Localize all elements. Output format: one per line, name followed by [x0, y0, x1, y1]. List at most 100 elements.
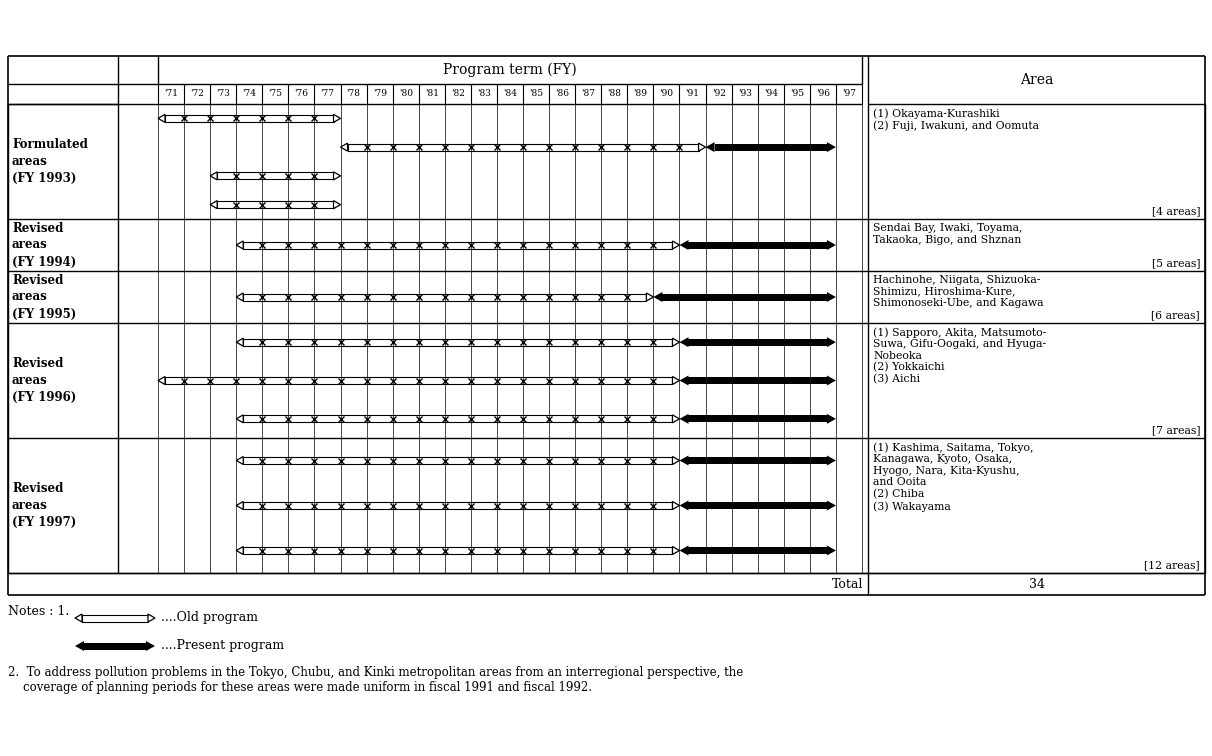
Text: Hachinohe, Niigata, Shizuoka-
Shimizu, Hiroshima-Kure,
Shimonoseki-Ube, and Kaga: Hachinohe, Niigata, Shizuoka- Shimizu, H… [873, 275, 1044, 308]
Polygon shape [333, 172, 341, 180]
Text: '96: '96 [816, 89, 830, 98]
Text: '92: '92 [711, 89, 726, 98]
Text: Notes : 1.: Notes : 1. [8, 605, 69, 618]
Polygon shape [653, 292, 663, 302]
Text: Program term (FY): Program term (FY) [444, 63, 577, 77]
FancyBboxPatch shape [244, 502, 673, 509]
Text: '82: '82 [451, 89, 464, 98]
Text: [4 areas]: [4 areas] [1151, 206, 1200, 216]
FancyBboxPatch shape [165, 115, 333, 122]
Bar [688, 502, 827, 509]
Text: '94: '94 [764, 89, 778, 98]
Bar [688, 457, 827, 464]
Text: '93: '93 [738, 89, 751, 98]
Text: '97: '97 [842, 89, 856, 98]
Polygon shape [236, 547, 244, 554]
Polygon shape [673, 415, 680, 423]
Text: Sendai Bay, Iwaki, Toyama,
Takaoka, Bigo, and Shznan: Sendai Bay, Iwaki, Toyama, Takaoka, Bigo… [873, 223, 1023, 245]
Text: '95: '95 [790, 89, 804, 98]
Text: [6 areas]: [6 areas] [1151, 310, 1200, 320]
Text: 34: 34 [1029, 578, 1045, 590]
Polygon shape [680, 337, 688, 347]
Text: 2.  To address pollution problems in the Tokyo, Chubu, and Kinki metropolitan ar: 2. To address pollution problems in the … [8, 666, 743, 694]
Text: Revised
areas
(FY 1994): Revised areas (FY 1994) [12, 222, 76, 268]
Polygon shape [148, 614, 155, 622]
Text: Revised
areas
(FY 1996): Revised areas (FY 1996) [12, 357, 76, 404]
Polygon shape [680, 500, 688, 510]
Polygon shape [673, 547, 680, 554]
Text: '84: '84 [503, 89, 518, 98]
Text: '76: '76 [295, 89, 308, 98]
Polygon shape [145, 641, 155, 651]
Polygon shape [333, 114, 341, 122]
Polygon shape [673, 501, 680, 510]
Polygon shape [680, 546, 688, 556]
Text: Revised
areas
(FY 1997): Revised areas (FY 1997) [12, 482, 76, 529]
Polygon shape [236, 241, 244, 249]
FancyBboxPatch shape [244, 293, 646, 300]
Text: [12 areas]: [12 areas] [1144, 560, 1200, 570]
Polygon shape [827, 292, 836, 302]
Polygon shape [680, 414, 688, 424]
FancyBboxPatch shape [165, 377, 673, 384]
Polygon shape [827, 142, 836, 152]
Polygon shape [333, 200, 341, 209]
Text: Revised
areas
(FY 1995): Revised areas (FY 1995) [12, 274, 76, 321]
Text: '73: '73 [216, 89, 230, 98]
Text: '78: '78 [347, 89, 360, 98]
Text: '72: '72 [190, 89, 204, 98]
Text: '79: '79 [372, 89, 387, 98]
Polygon shape [827, 546, 836, 556]
Bar [663, 293, 827, 300]
Text: '86: '86 [555, 89, 570, 98]
Text: '87: '87 [582, 89, 595, 98]
FancyBboxPatch shape [348, 144, 698, 150]
Polygon shape [236, 338, 244, 346]
Polygon shape [75, 641, 84, 651]
Polygon shape [680, 456, 688, 466]
Polygon shape [673, 241, 680, 249]
Text: '71: '71 [164, 89, 178, 98]
Text: (1) Kashima, Saitama, Tokyo,
Kanagawa, Kyoto, Osaka,
Hyogo, Nara, Kita-Kyushu,
a: (1) Kashima, Saitama, Tokyo, Kanagawa, K… [873, 442, 1034, 523]
Bar [688, 339, 827, 345]
Text: Area: Area [1019, 73, 1053, 87]
FancyBboxPatch shape [244, 241, 673, 249]
Bar [688, 241, 827, 249]
Text: '90: '90 [659, 89, 674, 98]
Polygon shape [680, 376, 688, 386]
Text: '89: '89 [634, 89, 647, 98]
Polygon shape [827, 500, 836, 510]
Polygon shape [236, 415, 244, 423]
Bar [688, 547, 827, 554]
Polygon shape [236, 293, 244, 301]
Polygon shape [210, 172, 217, 180]
FancyBboxPatch shape [217, 201, 333, 208]
Text: '83: '83 [478, 89, 491, 98]
Text: '80: '80 [399, 89, 413, 98]
Text: '77: '77 [320, 89, 335, 98]
Polygon shape [158, 376, 165, 385]
Bar [84, 643, 145, 649]
Polygon shape [158, 114, 165, 122]
Text: Formulated
areas
(FY 1993): Formulated areas (FY 1993) [12, 138, 88, 185]
Text: '91: '91 [686, 89, 699, 98]
Bar [688, 377, 827, 384]
Text: (1) Okayama-Kurashiki
(2) Fuji, Iwakuni, and Oomuta: (1) Okayama-Kurashiki (2) Fuji, Iwakuni,… [873, 108, 1039, 166]
Text: '75: '75 [268, 89, 282, 98]
Polygon shape [827, 240, 836, 250]
FancyBboxPatch shape [244, 339, 673, 345]
Polygon shape [646, 293, 653, 301]
Polygon shape [680, 240, 688, 250]
Polygon shape [827, 456, 836, 466]
Text: '74: '74 [242, 89, 256, 98]
Polygon shape [236, 457, 244, 464]
Text: ....Old program: ....Old program [161, 612, 258, 624]
Bar [715, 144, 827, 150]
FancyBboxPatch shape [244, 415, 673, 423]
Polygon shape [673, 338, 680, 346]
Polygon shape [698, 143, 705, 151]
Text: '85: '85 [528, 89, 543, 98]
Polygon shape [827, 376, 836, 386]
Polygon shape [673, 457, 680, 464]
Text: [7 areas]: [7 areas] [1151, 425, 1200, 435]
